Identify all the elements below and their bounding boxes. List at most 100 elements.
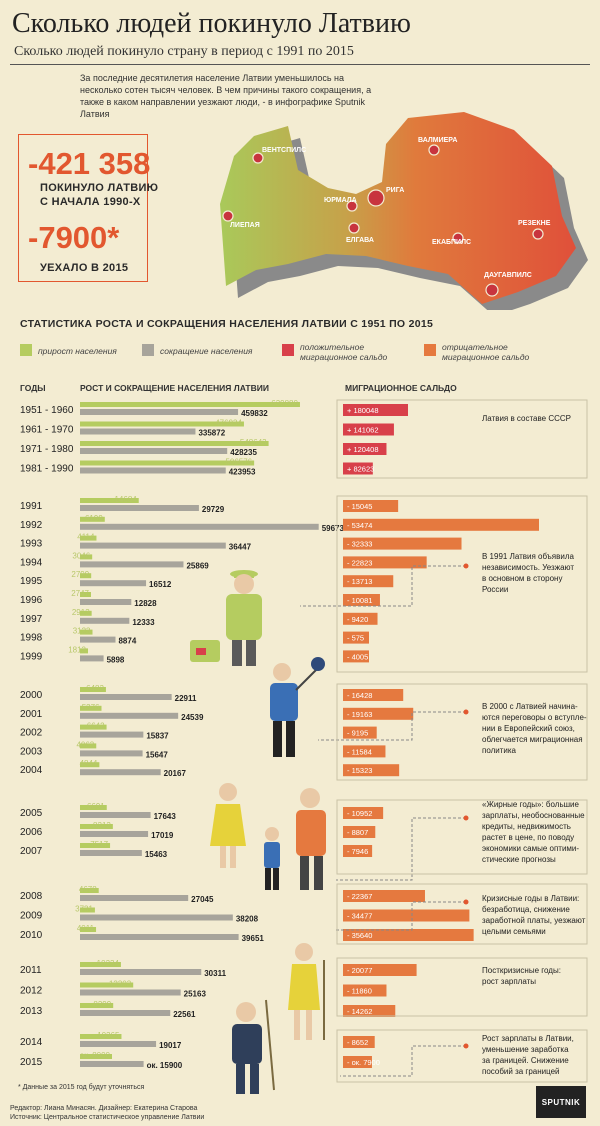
migration-value: + 180048 bbox=[347, 406, 379, 415]
decline-bar bbox=[80, 617, 130, 624]
growth-value: 1813 bbox=[68, 645, 86, 654]
growth-value: 10365 bbox=[97, 1031, 120, 1040]
man-suitcase-icon bbox=[190, 570, 262, 666]
decline-bar bbox=[80, 542, 226, 549]
growth-bar bbox=[80, 1054, 112, 1059]
year-label: 2010 bbox=[20, 930, 43, 941]
year-label: 2012 bbox=[20, 986, 43, 997]
city-marker bbox=[532, 228, 544, 240]
migration-value: - 15045 bbox=[347, 502, 372, 511]
migration-value: - 11860 bbox=[347, 987, 372, 996]
growth-value: 4844 bbox=[80, 759, 98, 768]
decline-value: 22561 bbox=[173, 1010, 196, 1019]
year-label: 1961 - 1970 bbox=[20, 425, 74, 436]
city-label: ЮРМАЛА bbox=[324, 197, 357, 204]
growth-bar bbox=[80, 724, 107, 730]
city-marker bbox=[346, 200, 358, 212]
decline-value: 25869 bbox=[186, 561, 209, 570]
decline-value: 20167 bbox=[164, 769, 187, 778]
growth-value: 2799 bbox=[71, 570, 89, 579]
decline-value: 8874 bbox=[118, 637, 136, 646]
decline-value: 459832 bbox=[241, 409, 268, 418]
migration-bar bbox=[343, 807, 384, 819]
decline-value: 59673 bbox=[322, 524, 345, 533]
migration-bar bbox=[343, 845, 373, 857]
migration-value: - 16428 bbox=[347, 691, 372, 700]
growth-bar bbox=[80, 824, 113, 829]
growth-value: 8212 bbox=[93, 821, 111, 830]
year-label: 2004 bbox=[20, 765, 43, 776]
page-title: Сколько людей покинуло Латвию bbox=[12, 8, 411, 39]
group-frame bbox=[336, 883, 588, 945]
migration-bar bbox=[343, 984, 387, 997]
year-label: 1951 - 1960 bbox=[20, 405, 74, 416]
migration-bar bbox=[343, 689, 404, 701]
migration-bar bbox=[343, 594, 380, 606]
legend-label-decline: сокращение населения bbox=[160, 346, 253, 356]
city-marker bbox=[348, 222, 360, 234]
migration-bar bbox=[343, 826, 376, 838]
annotation-text: Посткризисные годы: рост зарплаты bbox=[482, 966, 561, 986]
annotation-text: «Жирные годы»: большие зарплаты, необосно… bbox=[482, 800, 585, 864]
summary-box bbox=[18, 134, 148, 282]
migration-value: - 10952 bbox=[347, 809, 372, 818]
decline-bar bbox=[80, 448, 228, 454]
year-label: 2011 bbox=[20, 965, 42, 976]
growth-value: 639880 bbox=[271, 399, 298, 408]
growth-bar bbox=[80, 843, 111, 848]
migration-bar bbox=[343, 462, 373, 475]
migration-value: - 19163 bbox=[347, 710, 372, 719]
decline-bar bbox=[80, 914, 233, 921]
decline-value: 24539 bbox=[181, 713, 204, 722]
decline-value: 27045 bbox=[191, 895, 214, 904]
growth-value: 4114 bbox=[77, 533, 95, 542]
year-label: 1997 bbox=[20, 614, 43, 625]
decline-bar bbox=[80, 694, 172, 700]
decline-bar bbox=[80, 428, 196, 435]
growth-bar bbox=[80, 421, 244, 427]
annotation-text: В 2000 с Латвией начина-ются переговоры … bbox=[482, 702, 587, 755]
family-icon bbox=[210, 783, 326, 890]
migration-value: - 9420 bbox=[347, 615, 368, 624]
footnote: * Данные за 2015 год будут уточняться bbox=[18, 1084, 145, 1091]
migration-value: - 34477 bbox=[347, 912, 372, 921]
migration-bar bbox=[343, 500, 399, 512]
header-divider bbox=[10, 64, 590, 65]
growth-bar bbox=[80, 573, 92, 579]
growth-value: 4011 bbox=[77, 924, 95, 933]
year-label: 2006 bbox=[20, 827, 43, 838]
growth-value: 5376 bbox=[82, 703, 100, 712]
growth-value: 3046 bbox=[72, 551, 90, 560]
growth-bar bbox=[80, 982, 134, 988]
growth-value: 6483 bbox=[86, 684, 104, 693]
decline-value: 428235 bbox=[230, 448, 257, 457]
migration-bar bbox=[343, 764, 400, 777]
migration-value: - 14262 bbox=[347, 1007, 372, 1016]
source: Источник: Центральное статистическое упр… bbox=[10, 1114, 205, 1121]
growth-value: 6642 bbox=[87, 722, 105, 731]
workers-icon bbox=[232, 943, 325, 1094]
annotation-text: Латвия в составе СССР bbox=[482, 414, 571, 423]
city-marker bbox=[222, 210, 234, 222]
growth-bar bbox=[80, 629, 93, 635]
growth-bar bbox=[80, 1003, 114, 1008]
decline-bar bbox=[80, 812, 151, 818]
migration-value: - 575 bbox=[347, 634, 364, 643]
annotation-connector bbox=[336, 901, 466, 931]
page-subtitle: Сколько людей покинуло страну в период с… bbox=[14, 44, 354, 59]
credits: Редактор: Лиана Минасян. Дизайнер: Екате… bbox=[10, 1105, 198, 1112]
left-2015-label: УЕХАЛО В 2015 bbox=[40, 262, 129, 274]
left-2015-value: -7900* bbox=[28, 220, 120, 255]
decline-value: 39651 bbox=[242, 934, 265, 943]
col-head-pop: РОСТ И СОКРАЩЕНИЕ НАСЕЛЕНИЯ ЛАТВИИ bbox=[80, 383, 269, 393]
growth-bar bbox=[80, 402, 300, 407]
migration-value: + 141062 bbox=[347, 426, 379, 435]
growth-value: 2913 bbox=[72, 608, 90, 617]
growth-value: 13303 bbox=[109, 980, 132, 989]
migration-bar bbox=[343, 518, 539, 531]
year-label: 1999 bbox=[20, 651, 43, 662]
migration-value: + 120408 bbox=[347, 445, 379, 454]
migration-value: - 22367 bbox=[347, 892, 372, 901]
growth-bar bbox=[80, 554, 93, 560]
stats-heading: СТАТИСТИКА РОСТА И СОКРАЩЕНИЯ НАСЕЛЕНИЯ … bbox=[20, 318, 434, 330]
